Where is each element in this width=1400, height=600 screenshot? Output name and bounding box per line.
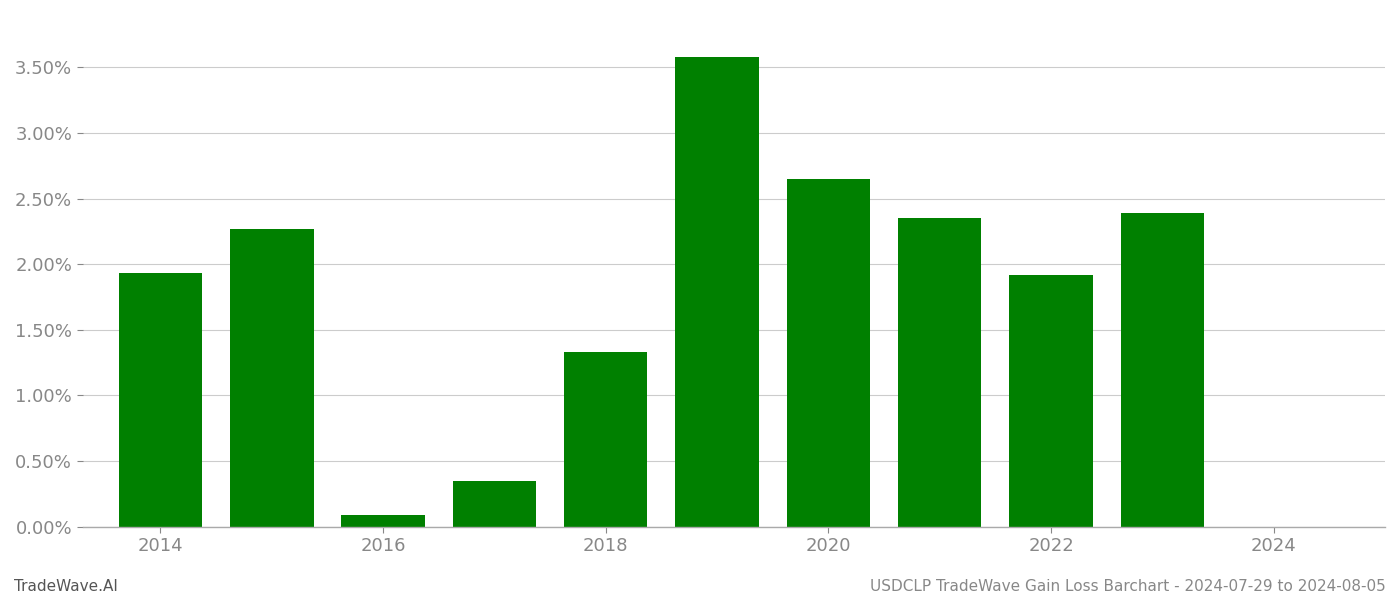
Bar [230,229,314,527]
Text: USDCLP TradeWave Gain Loss Barchart - 2024-07-29 to 2024-08-05: USDCLP TradeWave Gain Loss Barchart - 20… [871,579,1386,594]
Bar [897,218,981,527]
Bar [342,515,424,527]
Bar [452,481,536,527]
Bar [1009,275,1093,527]
Bar [787,179,871,527]
Bar [119,274,202,527]
Bar [675,57,759,527]
Bar [1120,213,1204,527]
Text: TradeWave.AI: TradeWave.AI [14,579,118,594]
Bar [564,352,647,527]
